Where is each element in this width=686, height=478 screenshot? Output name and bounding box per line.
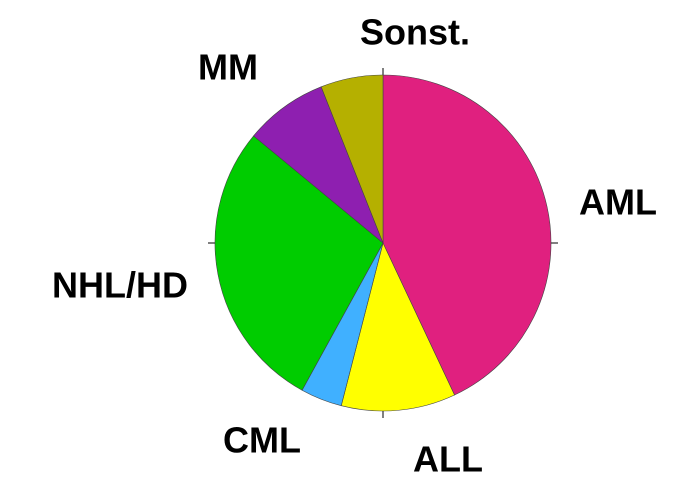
slice-label: Sonst. [360,12,470,53]
slice-label: AML [579,182,657,223]
pie-slice [320,74,384,244]
slice-label: CML [223,420,301,461]
pie-slice [382,74,552,396]
pie-slice [214,135,384,391]
pie-slice [340,242,455,412]
slice-label: ALL [413,439,483,478]
axis-ticks [208,68,558,418]
slice-label: NHL/HD [52,265,188,306]
slice-label: MM [198,47,258,88]
